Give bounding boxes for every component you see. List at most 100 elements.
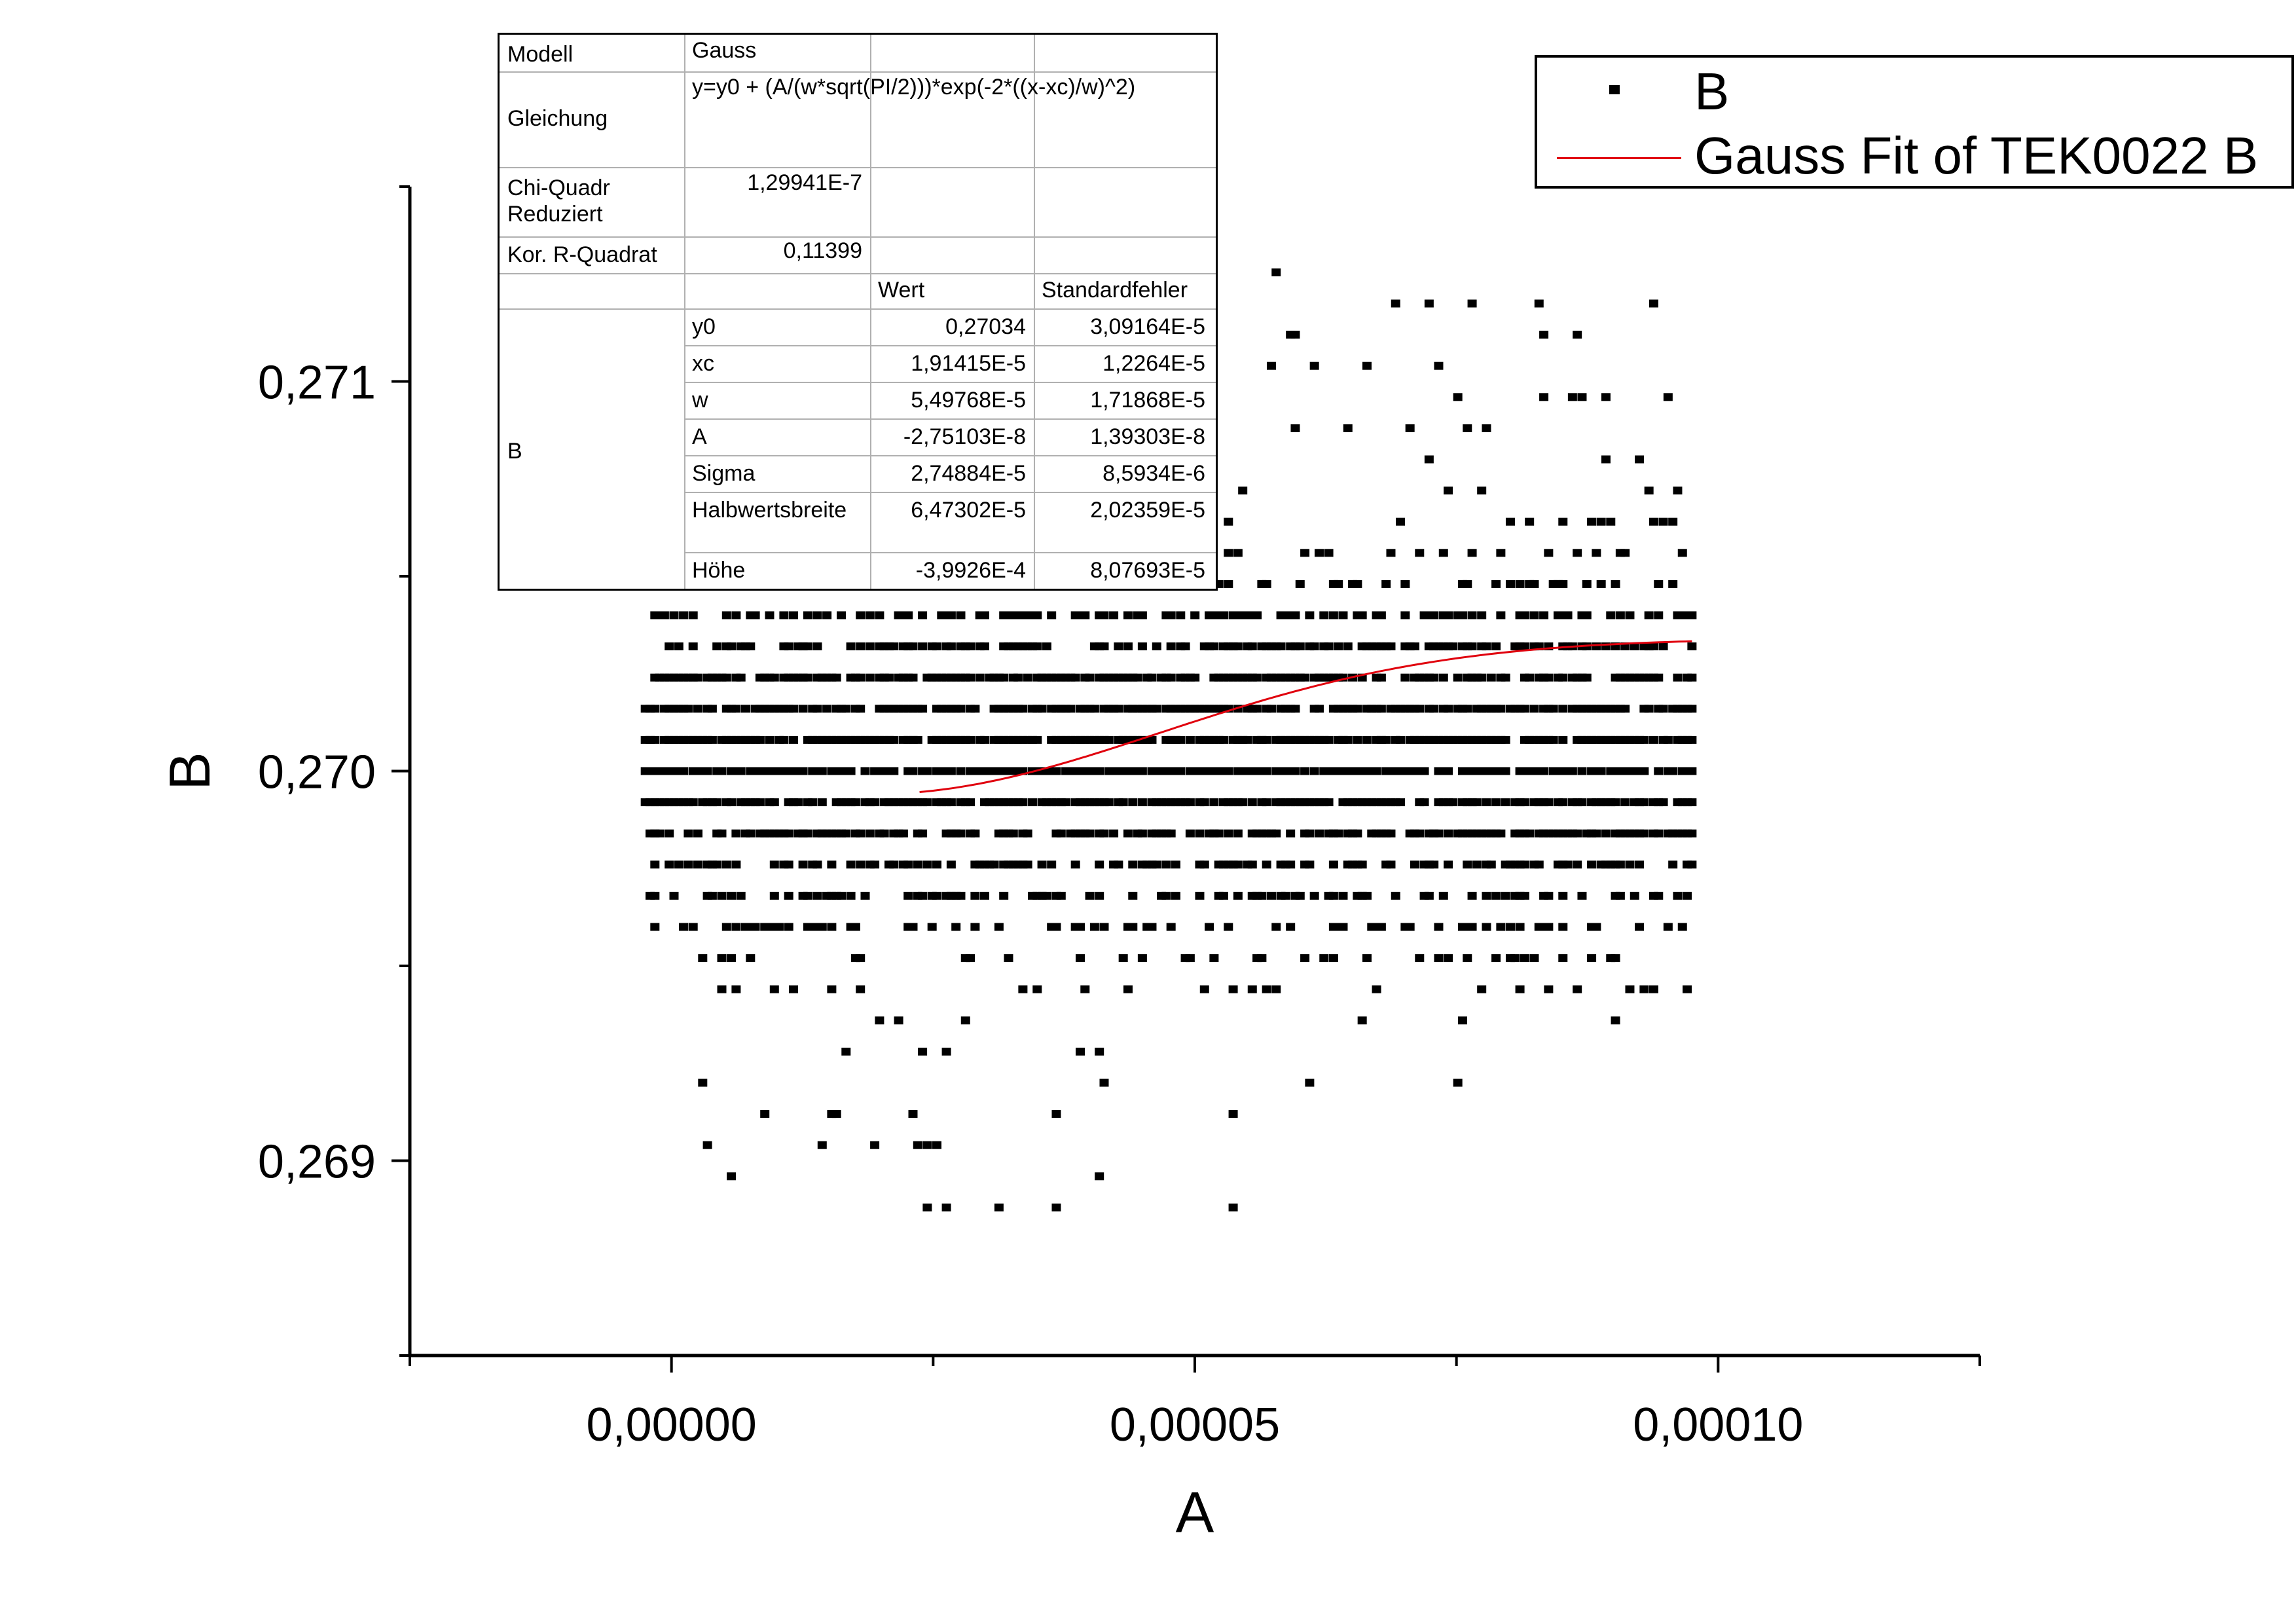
data-point: [1391, 299, 1400, 308]
param-std: 2,02359E-5: [1090, 498, 1205, 523]
data-point: [1444, 767, 1453, 775]
data-point: [736, 673, 746, 682]
data-point: [1625, 611, 1635, 619]
data-point: [1328, 611, 1338, 619]
modell-label: Modell: [507, 42, 574, 67]
data-point: [932, 642, 941, 651]
data-point: [908, 673, 918, 682]
data-point: [846, 891, 856, 900]
data-point: [669, 611, 679, 619]
data-point: [1032, 642, 1042, 651]
data-point: [1166, 829, 1176, 838]
data-point: [999, 891, 1009, 900]
data-point: [1051, 1110, 1061, 1118]
data-point: [746, 642, 756, 651]
data-point: [1324, 798, 1334, 807]
data-point: [1615, 891, 1625, 900]
data-point: [966, 735, 975, 744]
data-point: [693, 829, 702, 838]
data-point: [1334, 829, 1343, 838]
data-point: [1453, 393, 1463, 401]
data-point: [1501, 673, 1510, 682]
data-point: [1161, 860, 1171, 869]
data-point: [1429, 860, 1439, 869]
data-point: [918, 642, 928, 651]
data-point: [1353, 705, 1362, 713]
data-point: [975, 673, 985, 682]
data-point: [932, 1141, 941, 1149]
data-point: [721, 860, 731, 869]
param-std: 1,39303E-8: [1090, 424, 1205, 449]
data-point: [1463, 860, 1472, 869]
data-point: [736, 891, 746, 900]
data-point: [831, 673, 841, 682]
data-point: [808, 798, 818, 807]
data-point: [1085, 829, 1095, 838]
data-point: [683, 829, 693, 838]
data-point: [884, 673, 894, 682]
data-point: [1118, 954, 1128, 963]
data-point: [1357, 611, 1367, 619]
data-point: [1558, 954, 1568, 963]
data-point: [1683, 985, 1692, 993]
data-point: [1472, 798, 1482, 807]
data-point: [908, 642, 918, 651]
data-point: [966, 673, 975, 682]
data-point: [1238, 487, 1248, 495]
data-point: [784, 829, 793, 838]
data-point: [1438, 673, 1448, 682]
data-point: [1677, 549, 1687, 557]
data-point: [903, 611, 913, 619]
data-point: [1644, 705, 1654, 713]
data-point: [1625, 985, 1635, 993]
data-point: [1176, 735, 1186, 744]
data-point: [1271, 923, 1281, 931]
data-point: [1123, 985, 1133, 993]
data-point: [946, 642, 956, 651]
data-point: [1510, 954, 1520, 963]
data-point: [1520, 891, 1529, 900]
data-point: [1429, 673, 1439, 682]
data-point: [1386, 642, 1396, 651]
data-point: [1233, 891, 1243, 900]
data-point: [1295, 642, 1305, 651]
data-point: [865, 611, 875, 619]
data-point: [1419, 798, 1429, 807]
data-point: [1224, 923, 1233, 931]
data-point: [1601, 393, 1611, 401]
data-point: [918, 611, 928, 619]
data-point: [1319, 954, 1329, 963]
data-point: [941, 1203, 951, 1211]
data-point: [1457, 1016, 1467, 1025]
data-point: [798, 705, 808, 713]
data-point: [1687, 673, 1697, 682]
data-point: [1410, 642, 1419, 651]
data-point: [1295, 891, 1305, 900]
data-point: [1128, 923, 1138, 931]
data-point: [1137, 767, 1147, 775]
data-point: [788, 705, 798, 713]
data-point: [1271, 985, 1281, 993]
data-point: [1539, 393, 1549, 401]
data-point: [1305, 611, 1315, 619]
data-point: [1635, 860, 1645, 869]
data-point: [1118, 798, 1128, 807]
data-point: [956, 611, 966, 619]
data-point: [1620, 705, 1630, 713]
data-point: [1654, 580, 1664, 588]
data-point: [1501, 798, 1510, 807]
param-name: w: [692, 388, 708, 413]
data-point: [870, 860, 880, 869]
data-point: [1644, 487, 1654, 495]
data-point: [1429, 705, 1439, 713]
data-point: [1687, 642, 1697, 651]
data-point: [1137, 642, 1147, 651]
data-point: [1467, 923, 1477, 931]
data-point: [1687, 611, 1697, 619]
data-point: [1544, 549, 1554, 557]
data-point: [1214, 829, 1224, 838]
data-point: [1467, 642, 1477, 651]
data-point: [856, 611, 866, 619]
data-point: [817, 923, 827, 931]
gauss-fit-line: [919, 640, 1692, 793]
